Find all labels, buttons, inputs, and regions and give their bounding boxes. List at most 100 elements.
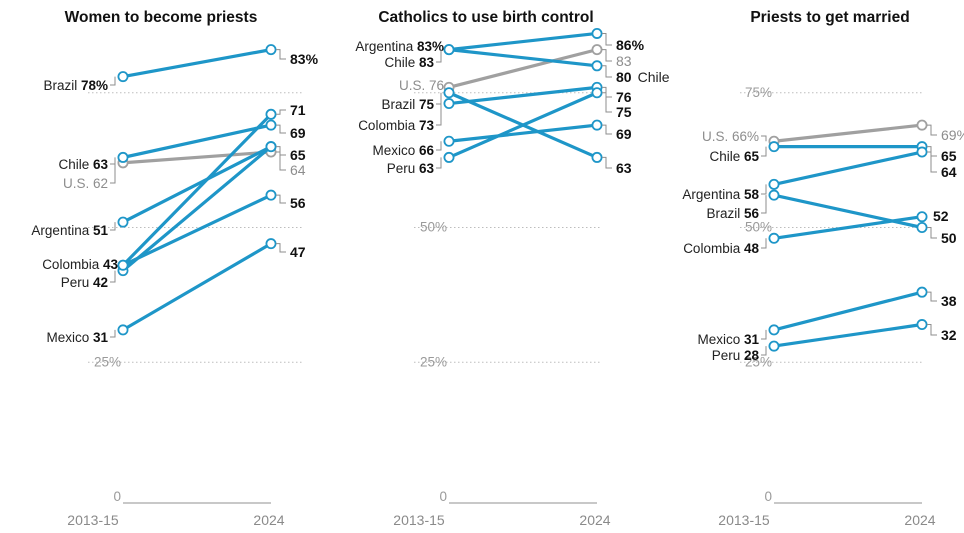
country-name: Mexico [372, 143, 419, 158]
leader-line [436, 141, 442, 151]
data-point-start [768, 189, 780, 201]
end-value: 69% [941, 127, 964, 143]
end-label: 86% [616, 37, 645, 53]
panel-1: Women to become priests 0 25% 2013-15 2024 Br… [31, 9, 318, 528]
start-value: 75 [419, 97, 435, 112]
end-value: 50 [941, 230, 957, 246]
series-us [768, 119, 928, 147]
leader-line [436, 103, 442, 126]
end-label: 69% [941, 127, 964, 143]
series-line [121, 145, 273, 224]
end-country-name: Chile [638, 69, 670, 85]
series-line [447, 31, 599, 52]
start-label: Argentina 58 [682, 187, 759, 202]
start-label: U.S. 62 [63, 176, 108, 191]
gridline-label: 25% [94, 354, 121, 369]
start-value: 48 [744, 241, 760, 256]
country-name: Brazil [706, 206, 744, 221]
data-point-end [265, 119, 277, 131]
series-line [121, 150, 273, 165]
series-chile [768, 141, 928, 153]
series-colombia [768, 211, 928, 244]
leader-line [927, 146, 937, 157]
country-name: Peru [712, 348, 744, 363]
series-mexico [443, 119, 603, 147]
leader-line [761, 135, 767, 142]
series-argentina [768, 146, 928, 190]
data-point-start [117, 151, 129, 163]
gridline-label: 0 [439, 489, 447, 504]
leader-line [761, 329, 767, 340]
start-value: 63 [93, 157, 109, 172]
gridline-label: 0 [764, 489, 772, 504]
end-label: 75 [616, 104, 632, 120]
country-name: U.S. [702, 129, 732, 144]
start-value: 66% [732, 129, 759, 144]
data-point-end [265, 108, 277, 120]
data-point-start [117, 259, 129, 271]
end-label: 32 [941, 327, 957, 343]
x-tick-label: 2024 [904, 512, 935, 528]
leader-line [110, 270, 116, 283]
start-value: 62 [93, 176, 108, 191]
data-point-end [591, 151, 603, 163]
start-value: 28 [744, 348, 760, 363]
series-line [447, 123, 599, 143]
country-name: Brazil [43, 78, 81, 93]
series-line [447, 48, 599, 89]
start-value: 65 [744, 149, 760, 164]
end-label: 80 Chile [616, 69, 670, 85]
x-tick-label: 2013-15 [718, 512, 770, 528]
leader-line [927, 324, 937, 336]
leader-line [761, 146, 767, 157]
end-value: 64 [941, 164, 957, 180]
start-label: Colombia 48 [683, 241, 759, 256]
end-label: 83 [616, 53, 632, 69]
end-value: 75 [616, 104, 632, 120]
end-label: 65 [941, 148, 957, 164]
panel-2: Catholics to use birth control 0 25% 50% 201… [355, 9, 669, 528]
start-label: Brazil 56 [706, 206, 759, 221]
start-value: 66 [419, 143, 435, 158]
panel-title: Catholics to use birth control [378, 9, 593, 26]
start-label: Chile 63 [58, 157, 108, 172]
series-peru [443, 87, 603, 163]
leader-line [110, 162, 116, 184]
country-name: Argentina [682, 187, 744, 202]
country-name: Colombia [683, 241, 744, 256]
leader-line [761, 195, 767, 214]
series-brazil [117, 44, 277, 83]
data-point-end [916, 146, 928, 158]
end-value: 69 [290, 125, 306, 141]
end-value: 86% [616, 37, 645, 53]
end-label: 71 [290, 102, 306, 118]
data-point-start [443, 151, 455, 163]
leader-line [436, 92, 442, 105]
start-value: 76 [429, 78, 444, 93]
leader-line [276, 49, 286, 60]
series-chile [117, 119, 277, 163]
country-name: Mexico [46, 330, 93, 345]
series-unlabeled [117, 189, 277, 271]
leader-line [276, 151, 286, 171]
data-point-start [443, 98, 455, 110]
country-name: U.S. [399, 78, 429, 93]
end-value: 71 [290, 102, 306, 118]
gridline-label: 75% [745, 85, 772, 100]
country-name: U.S. [63, 176, 93, 191]
end-value: 69 [616, 126, 632, 142]
series-line [772, 193, 924, 230]
leader-line [602, 124, 612, 135]
start-label: Brazil 78% [43, 78, 108, 93]
data-point-end [916, 211, 928, 223]
start-value: 58 [744, 187, 760, 202]
leader-line [110, 157, 116, 165]
leader-line [276, 146, 286, 156]
data-point-start [768, 141, 780, 153]
end-value: 83 [616, 53, 632, 69]
x-tick-label: 2024 [253, 512, 284, 528]
series-brazil [768, 189, 928, 233]
data-point-end [591, 60, 603, 72]
end-value: 63 [616, 160, 632, 176]
leader-line [276, 194, 286, 204]
